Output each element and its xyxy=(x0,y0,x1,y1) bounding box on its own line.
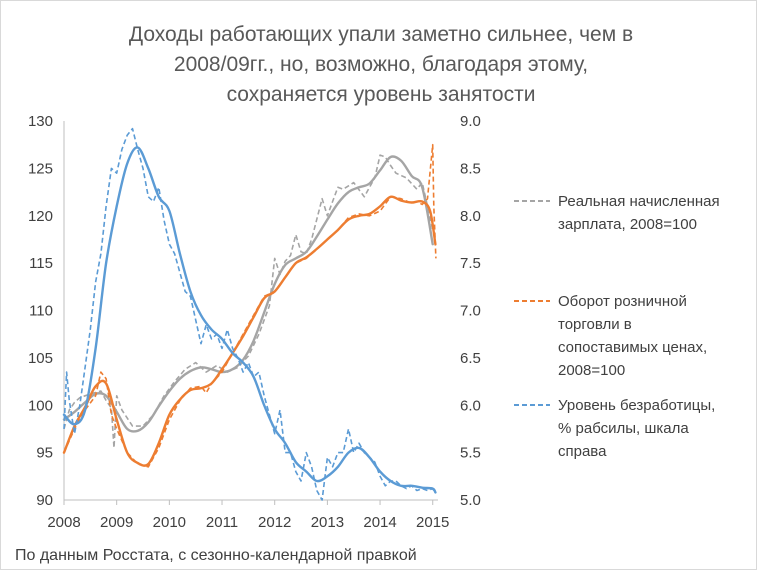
y-right-tick-label: 9.0 xyxy=(460,113,481,130)
x-tick-label: 2010 xyxy=(153,514,186,531)
chart-title-line-3: сохраняется уровень занятости xyxy=(227,83,536,106)
y-left-tick-label: 120 xyxy=(28,208,53,225)
y-left-tick-label: 125 xyxy=(28,160,53,177)
y-right-tick-label: 8.0 xyxy=(460,208,481,225)
y-left-tick-label: 100 xyxy=(28,397,53,414)
y-left-tick-label: 110 xyxy=(29,303,53,320)
y-right-tick-label: 5.0 xyxy=(460,492,481,509)
y-right-tick-label: 5.5 xyxy=(460,445,481,462)
plot-area xyxy=(62,127,437,501)
x-tick-label: 2013 xyxy=(311,514,344,531)
chart-title: Доходы работающих упали заметно сильнее,… xyxy=(129,23,633,106)
legend-label-1: 2008=100 xyxy=(558,362,625,379)
series-2-raw-line xyxy=(63,127,437,501)
y-right-tick-label: 8.5 xyxy=(460,160,481,177)
y-left-tick-label: 115 xyxy=(29,255,53,272)
y-left-tick-label: 95 xyxy=(36,445,53,462)
legend-label-0: зарплата, 2008=100 xyxy=(558,216,697,233)
legend-label-2: справа xyxy=(558,443,607,460)
y-right-tick-label: 7.0 xyxy=(460,303,481,320)
x-tick-label: 2011 xyxy=(206,514,238,531)
x-tick-label: 2014 xyxy=(363,514,396,531)
chart-title-line-1: Доходы работающих упали заметно сильнее,… xyxy=(129,23,633,46)
legend-label-2: Уровень безработицы, xyxy=(558,397,715,414)
series-2-trend-line xyxy=(62,146,437,494)
legend: Реальная начисленная зарплата, 2008=100 Об… xyxy=(514,193,720,460)
legend-label-1: торговли в xyxy=(558,316,632,333)
x-tick-label: 2012 xyxy=(258,514,291,531)
y-left-tick-label: 105 xyxy=(28,350,53,367)
series-0-trend-line xyxy=(62,155,434,433)
chart-title-line-2: 2008/09гг., но, возможно, благодаря этом… xyxy=(174,53,588,76)
y-right-tick-label: 7.5 xyxy=(460,255,481,272)
legend-label-2: % рабсилы, шкала xyxy=(558,420,689,437)
legend-label-1: сопоставимых ценах, xyxy=(558,339,707,356)
y-left-tick-label: 130 xyxy=(28,113,53,130)
axes: 90 95 100 105 110 115 120 125 130 5.0 5.5 6.0 6.5 7.0… xyxy=(28,113,481,531)
x-tick-label: 2008 xyxy=(47,514,80,531)
legend-label-0: Реальная начисленная xyxy=(558,193,720,210)
y-right-tick-label: 6.5 xyxy=(460,350,481,367)
source-note: По данным Росстата, с сезонно-календарно… xyxy=(15,547,417,564)
series-1-trend-line xyxy=(62,195,437,467)
legend-label-1: Оборот розничной xyxy=(558,293,687,310)
y-left-tick-label: 90 xyxy=(36,492,53,509)
x-tick-label: 2015 xyxy=(416,514,449,531)
series-0-raw-line xyxy=(63,154,434,449)
y-right-tick-label: 6.0 xyxy=(460,397,481,414)
x-tick-label: 2009 xyxy=(100,514,133,531)
